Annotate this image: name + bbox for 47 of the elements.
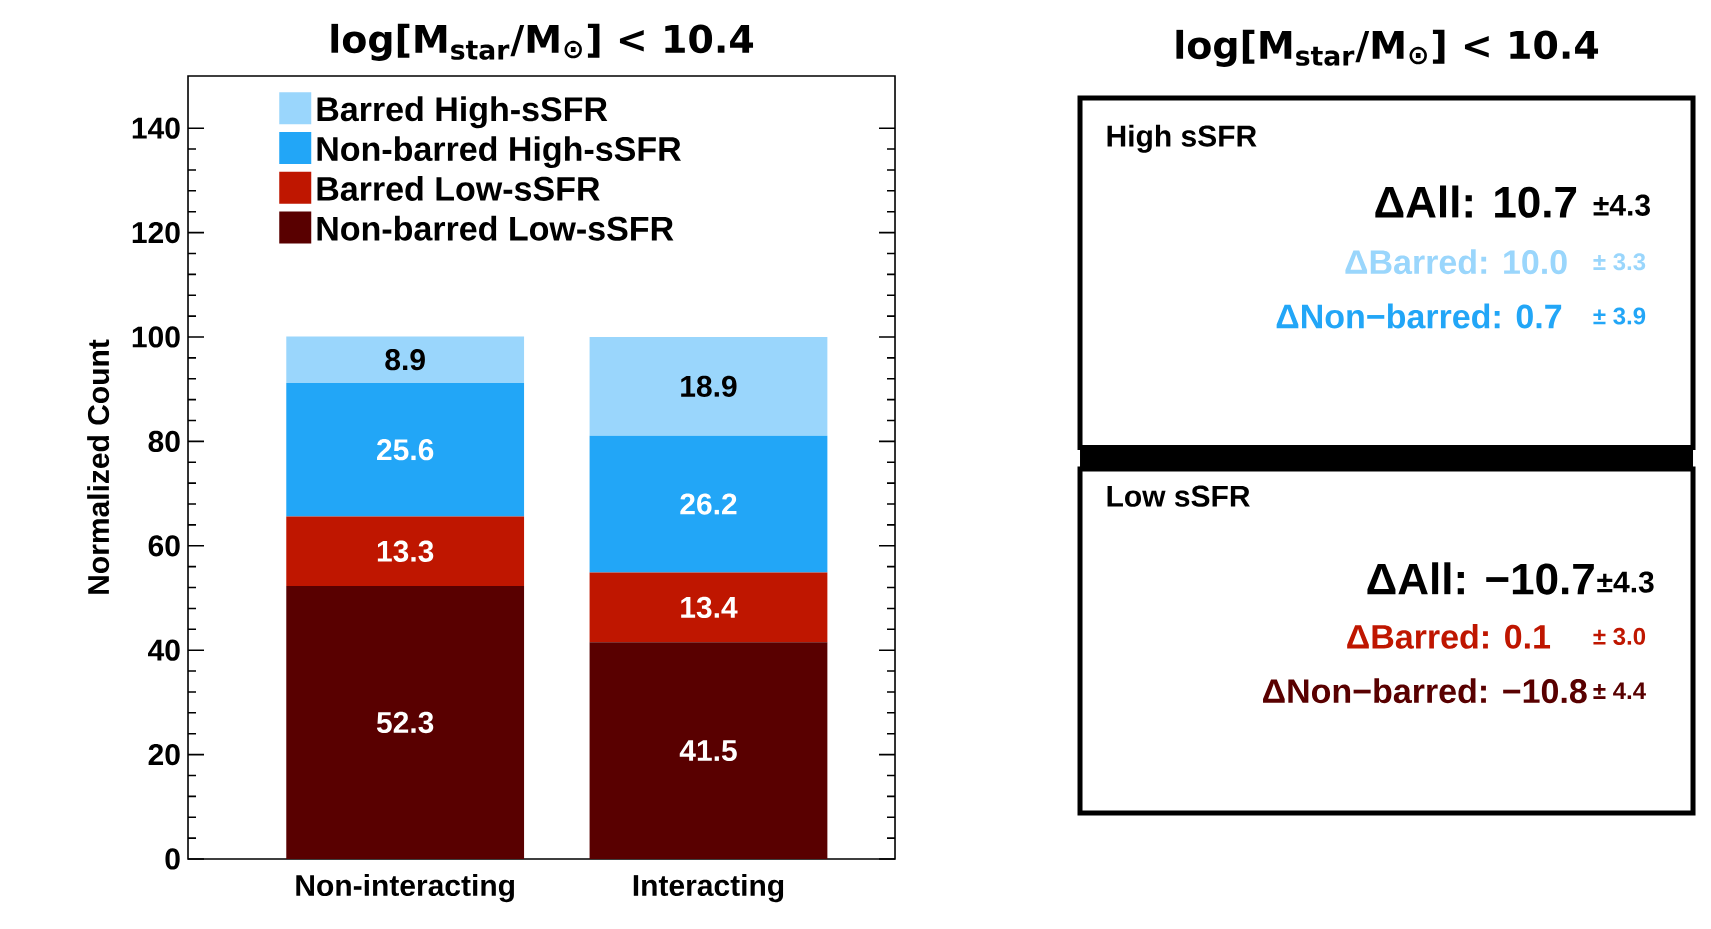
- bar: [286, 336, 525, 383]
- text: ± 3.9: [1593, 307, 1646, 325]
- y-axis-title: Normalized Count: [87, 339, 110, 594]
- text: ± 3.0: [1593, 627, 1646, 645]
- y-tick-label: 20: [148, 743, 180, 766]
- data-label: 8.9: [385, 349, 425, 371]
- chart-title: log[M$_{star}$/M$_{⊙}$] < 10.4: [331, 23, 754, 61]
- legend-label: Barred High-sSFR: [317, 96, 608, 129]
- text: ΔNon−barred: 0.7: [1276, 303, 1562, 329]
- x-tick-label: Interacting: [633, 874, 784, 903]
- y-tick-label: 0: [165, 848, 180, 870]
- legend-label: Barred Low-sSFR: [317, 175, 600, 201]
- data-label: 25.6: [377, 439, 434, 461]
- text: ΔNon−barred: −10.8: [1263, 678, 1587, 704]
- y-tick-label: 140: [132, 117, 180, 139]
- text: ΔAll: 10.7: [1375, 185, 1577, 218]
- data-label: 26.2: [680, 493, 737, 515]
- legend-label: Non-barred High-sSFR: [317, 136, 681, 168]
- x-tick-label: Non-interacting: [296, 874, 514, 903]
- text: ±4.3: [1593, 194, 1650, 216]
- bar: [286, 585, 525, 859]
- data-label: 52.3: [376, 711, 434, 734]
- data-label: 13.3: [377, 540, 434, 562]
- bar: [589, 572, 828, 643]
- bar: [286, 516, 525, 586]
- y-tick-label: 120: [132, 221, 180, 244]
- text: ± 3.3: [1593, 253, 1646, 271]
- text: Low sSFR: [1107, 485, 1250, 507]
- bar: [589, 642, 828, 859]
- text: ΔAll: −10.7: [1367, 562, 1594, 595]
- data-label: 41.5: [679, 740, 737, 762]
- y-tick-label: 100: [132, 326, 180, 348]
- text: ΔBarred: 10.0: [1345, 249, 1567, 275]
- bar: [589, 336, 828, 436]
- data-label: 18.9: [681, 375, 737, 397]
- bar: [286, 382, 525, 517]
- text: ΔBarred: 0.1: [1347, 623, 1551, 649]
- text: High sSFR: [1107, 124, 1257, 153]
- text: log[M$_{star}$/M$_{⊙}$] < 10.4: [1176, 29, 1599, 67]
- legend-label: Non-barred Low-sSFR: [317, 215, 674, 241]
- text: ±4.3: [1597, 571, 1654, 593]
- text: ± 4.4: [1593, 682, 1646, 699]
- bar: [589, 435, 828, 573]
- y-tick-label: 60: [148, 535, 180, 557]
- data-label: 13.4: [681, 596, 738, 619]
- y-tick-label: 80: [148, 430, 180, 452]
- y-tick-label: 40: [148, 639, 180, 661]
